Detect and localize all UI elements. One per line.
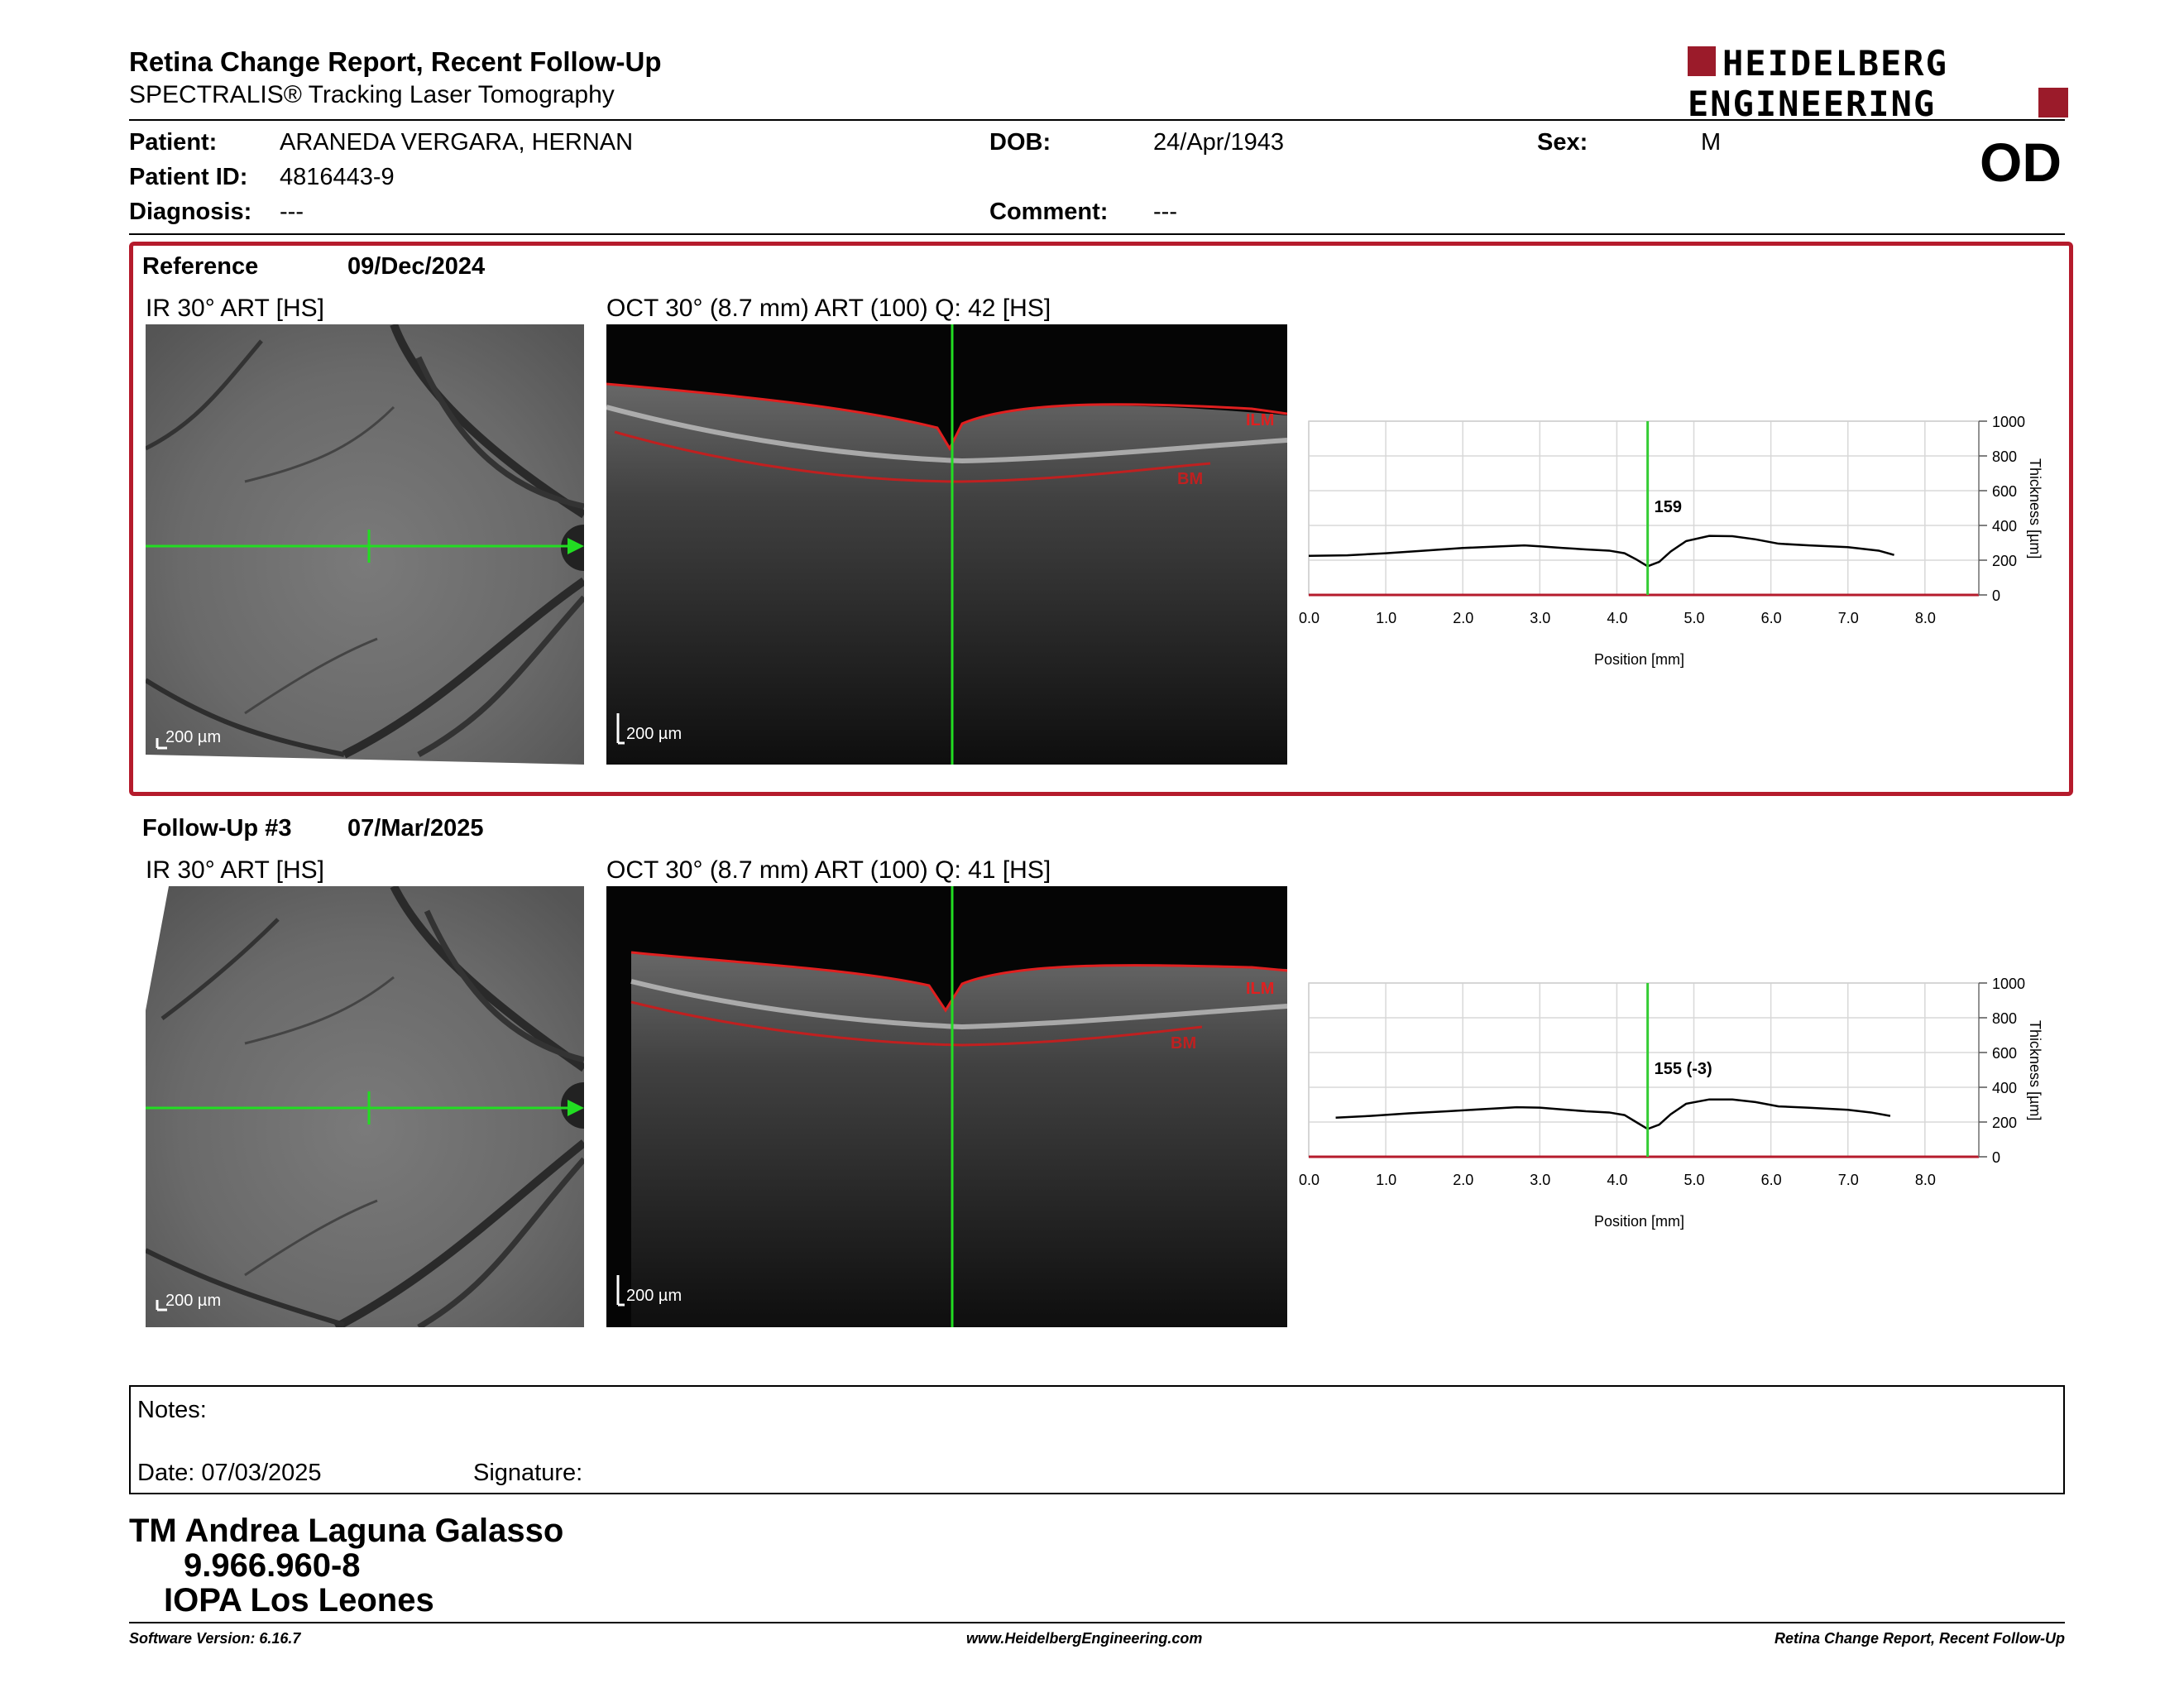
patient-id-label: Patient ID: bbox=[129, 164, 248, 190]
chart-grid bbox=[1308, 420, 1979, 596]
software-version: Software Version: 6.16.7 bbox=[129, 1630, 301, 1647]
reference-date: 09/Dec/2024 bbox=[347, 253, 486, 280]
reference-thickness-plot: 0 200 400 600 800 1000 0.0 1.0 2.0 3.0 4.0 5.0 6.0 7.… bbox=[1299, 414, 2043, 668]
signer-name: TM Andrea Laguna Galasso bbox=[129, 1513, 564, 1549]
x-tick-label: 1.0 bbox=[1376, 1172, 1396, 1188]
followup-thickness-plot: 0 200 400 600 800 1000 0.0 1.0 2.0 3.0 4.0 5.0 6.0 7.… bbox=[1299, 976, 2043, 1230]
cursor-value-label: 159 bbox=[1655, 498, 1682, 516]
y-tick-label: 800 bbox=[1992, 1010, 2017, 1027]
followup-thickness-chart: 0 200 400 600 800 1000 0.0 1.0 2.0 3.0 4.0 5.0 6.0 7.… bbox=[1299, 971, 2060, 1244]
oct-scale-bar: 200 µm bbox=[626, 725, 682, 743]
reference-panel bbox=[129, 242, 2073, 796]
patient-label: Patient: bbox=[129, 129, 218, 156]
comment-label: Comment: bbox=[989, 199, 1109, 225]
y-tick-label: 600 bbox=[1992, 1045, 2017, 1062]
comment-value: --- bbox=[1153, 199, 1177, 225]
bm-label: BM bbox=[1177, 470, 1203, 488]
patient-id: 4816443-9 bbox=[280, 164, 395, 190]
x-tick-label: 6.0 bbox=[1761, 1172, 1782, 1188]
dob-label: DOB: bbox=[989, 129, 1051, 156]
notes-label: Notes: bbox=[137, 1397, 207, 1423]
followup-ir-image: 200 µm bbox=[146, 886, 584, 1327]
eye-indicator: OD bbox=[1980, 132, 2062, 193]
x-tick-label: 4.0 bbox=[1607, 1172, 1627, 1188]
thickness-series-line bbox=[1308, 535, 1894, 568]
reference-thickness-chart: 0 200 400 600 800 1000 0.0 1.0 2.0 3.0 4.0 5.0 6.0 7.… bbox=[1299, 410, 2060, 683]
x-tick-label: 0.0 bbox=[1299, 1172, 1320, 1188]
x-tick-label: 3.0 bbox=[1530, 1172, 1550, 1188]
y-tick-label: 1000 bbox=[1992, 414, 2025, 430]
ir-scale-bar: 200 µm bbox=[165, 728, 222, 746]
x-tick-label: 5.0 bbox=[1684, 1172, 1705, 1188]
x-axis-label: Position [mm] bbox=[1594, 651, 1684, 668]
sex-value: M bbox=[1701, 129, 1722, 156]
reference-label: Reference bbox=[142, 253, 259, 280]
chart-grid bbox=[1308, 982, 1979, 1158]
x-tick-label: 7.0 bbox=[1838, 610, 1859, 626]
signer-place: IOPA Los Leones bbox=[164, 1582, 434, 1618]
y-tick-label: 800 bbox=[1992, 448, 2017, 465]
x-tick-label: 4.0 bbox=[1607, 610, 1627, 626]
logo-text-1: HEIDELBERG bbox=[1722, 45, 1948, 84]
reference-oct-image: ILM BM 200 µm bbox=[606, 324, 1287, 765]
x-tick-label: 7.0 bbox=[1838, 1172, 1859, 1188]
x-tick-label: 2.0 bbox=[1453, 610, 1473, 626]
reference-ir-label: IR 30° ART [HS] bbox=[146, 295, 324, 322]
website-link[interactable]: www.HeidelbergEngineering.com bbox=[966, 1630, 1203, 1647]
followup-ilm-label: ILM bbox=[1246, 980, 1274, 998]
notes-box: Notes: Date: 07/03/2025 Signature: bbox=[129, 1385, 2065, 1494]
y-tick-label: 1000 bbox=[1992, 976, 2025, 992]
plot-frame bbox=[1308, 982, 1980, 1158]
y-tick-label: 200 bbox=[1992, 1115, 2017, 1131]
diagnosis-value: --- bbox=[280, 199, 304, 225]
followup-oct-label: OCT 30° (8.7 mm) ART (100) Q: 41 [HS] bbox=[606, 856, 1051, 884]
y-tick-label: 400 bbox=[1992, 1080, 2017, 1096]
footer-report-name: Retina Change Report, Recent Follow-Up bbox=[1774, 1630, 2065, 1647]
sex-label: Sex: bbox=[1537, 129, 1588, 156]
signer-rut: 9.966.960-8 bbox=[184, 1547, 361, 1584]
followup-ir-scale-bar: 200 µm bbox=[165, 1292, 222, 1310]
followup-ir-label: IR 30° ART [HS] bbox=[146, 856, 324, 884]
x-tick-label: 5.0 bbox=[1684, 610, 1705, 626]
reference-oct-label: OCT 30° (8.7 mm) ART (100) Q: 42 [HS] bbox=[606, 295, 1051, 322]
dob-value: 24/Apr/1943 bbox=[1153, 129, 1285, 156]
y-tick-label: 200 bbox=[1992, 553, 2017, 569]
report-title: Retina Change Report, Recent Follow-Up bbox=[129, 46, 662, 77]
cursor-value-label: 155 (-3) bbox=[1655, 1060, 1712, 1078]
notes-date: Date: 07/03/2025 bbox=[137, 1460, 322, 1486]
y-axis-label: Thickness [µm] bbox=[2027, 458, 2043, 559]
ilm-label: ILM bbox=[1246, 411, 1274, 429]
signature-label: Signature: bbox=[473, 1460, 583, 1486]
followup-bm-label: BM bbox=[1171, 1034, 1196, 1053]
y-axis-label: Thickness [µm] bbox=[2027, 1020, 2043, 1120]
y-tick-label: 400 bbox=[1992, 518, 2017, 535]
y-tick-label: 0 bbox=[1992, 1149, 2000, 1166]
x-tick-label: 0.0 bbox=[1299, 610, 1320, 626]
followup-oct-image: ILM BM 200 µm bbox=[606, 886, 1287, 1327]
y-tick-label: 0 bbox=[1992, 587, 2000, 604]
x-axis-label: Position [mm] bbox=[1594, 1213, 1684, 1230]
x-tick-label: 3.0 bbox=[1530, 610, 1550, 626]
y-tick-label: 600 bbox=[1992, 483, 2017, 500]
thickness-series-line bbox=[1335, 1098, 1891, 1130]
followup-oct-scale-bar: 200 µm bbox=[626, 1287, 682, 1305]
patient-name: ARANEDA VERGARA, HERNAN bbox=[280, 129, 634, 156]
report-subtitle: SPECTRALIS® Tracking Laser Tomography bbox=[129, 81, 615, 108]
followup-label: Follow-Up #3 bbox=[142, 815, 292, 842]
x-tick-label: 8.0 bbox=[1915, 610, 1936, 626]
followup-date: 07/Mar/2025 bbox=[347, 815, 484, 842]
heidelberg-logo: HEIDELBERG ENGINEERING bbox=[1688, 45, 2068, 119]
diagnosis-label: Diagnosis: bbox=[129, 199, 252, 225]
x-tick-label: 2.0 bbox=[1453, 1172, 1473, 1188]
logo-text-2: ENGINEERING bbox=[1688, 84, 1936, 119]
x-tick-label: 1.0 bbox=[1376, 610, 1396, 626]
plot-frame bbox=[1308, 420, 1980, 596]
x-tick-label: 6.0 bbox=[1761, 610, 1782, 626]
reference-ir-image: 200 µm bbox=[146, 324, 584, 765]
x-tick-label: 8.0 bbox=[1915, 1172, 1936, 1188]
